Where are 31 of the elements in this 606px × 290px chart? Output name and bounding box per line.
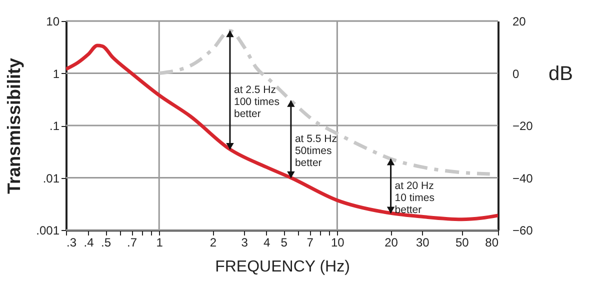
x-tick-label: 20 <box>384 236 398 250</box>
x-tick-label: 1 <box>156 236 164 250</box>
y2-axis-title: dB <box>548 62 573 85</box>
y-tick-label: .001 <box>36 224 60 238</box>
x-tick-label: .3 <box>66 236 77 250</box>
x-tick-label: 10 <box>331 236 345 250</box>
x-tick-label: 80 <box>485 236 499 250</box>
x-tick-label: .5 <box>100 236 112 250</box>
x-tick-label: .4 <box>84 236 94 250</box>
x-tick-label: .7 <box>127 236 138 250</box>
x-tick-label: 4 <box>263 236 270 250</box>
x-tick-label: 30 <box>416 236 430 250</box>
annotation: at 2.5 Hz 100 times better <box>234 84 280 120</box>
annotation: at 5.5 Hz 50times better <box>294 133 337 170</box>
y2-tick-label: −20 <box>512 119 534 133</box>
y-tick-label: 10 <box>46 14 60 28</box>
annotation: at 20 Hz 10 times better <box>394 180 434 216</box>
y2-tick-label: 20 <box>512 14 526 28</box>
y-axis-title: Transmissibility <box>4 58 24 194</box>
x-tick-label: 3 <box>241 236 248 250</box>
x-axis-title: FREQUENCY (Hz) <box>215 258 350 276</box>
y-tick-label: 1 <box>52 66 60 81</box>
y-tick-label: .1 <box>49 119 60 133</box>
y-tick-label: .01 <box>42 171 60 186</box>
y2-tick-label: −60 <box>512 224 534 238</box>
x-tick-label: 50 <box>455 236 470 250</box>
y2-tick-label: 0 <box>512 66 520 81</box>
x-tick-label: 2 <box>210 236 217 250</box>
x-tick-label: 5 <box>280 236 288 250</box>
y2-tick-label: −40 <box>512 171 534 186</box>
x-tick-label: 7 <box>306 236 314 250</box>
